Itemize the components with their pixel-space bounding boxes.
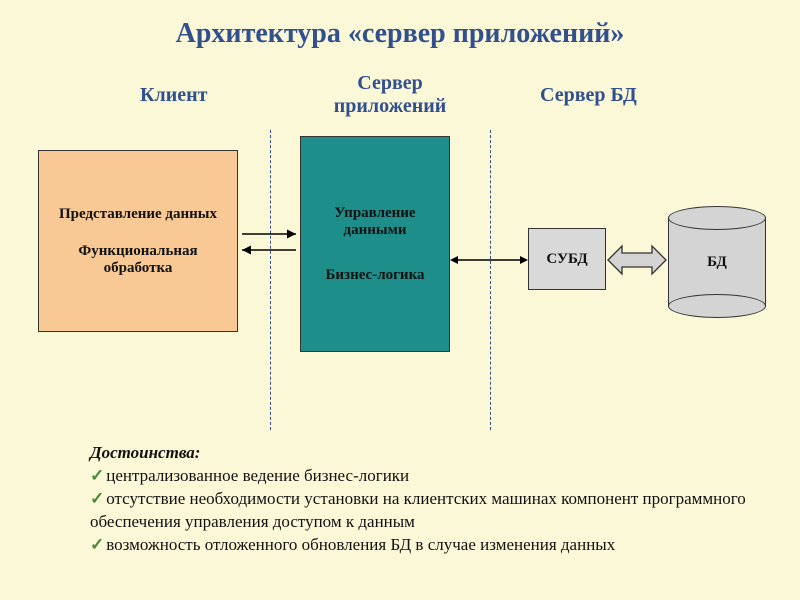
client-box: Представление данных Функциональная обра… bbox=[38, 150, 238, 332]
separator-2 bbox=[490, 130, 491, 430]
arrow-client-appserver bbox=[238, 224, 300, 260]
col-label-appserver: Сервер приложений bbox=[330, 72, 450, 118]
col-label-dbserver: Сервер БД bbox=[540, 84, 637, 107]
check-icon: ✓ bbox=[90, 489, 104, 508]
col-label-appserver-l2: приложений bbox=[330, 95, 450, 118]
advantages-heading: Достоинства: bbox=[90, 442, 760, 465]
client-box-t2: Функциональная обработка bbox=[47, 243, 229, 277]
arrow-appserver-dbms bbox=[450, 250, 528, 270]
check-icon: ✓ bbox=[90, 535, 104, 554]
check-icon: ✓ bbox=[90, 466, 104, 485]
separator-1 bbox=[270, 130, 271, 430]
appserver-box-t2: Бизнес-логика bbox=[325, 267, 424, 284]
appserver-box-t1: Управление данными bbox=[309, 205, 441, 239]
advantage-text-1: централизованное ведение бизнес-логики bbox=[106, 466, 409, 485]
block-arrow-dbms-db bbox=[608, 242, 666, 278]
dbms-box: СУБД bbox=[528, 228, 606, 290]
appserver-box: Управление данными Бизнес-логика bbox=[300, 136, 450, 352]
advantage-item: ✓отсутствие необходимости установки на к… bbox=[90, 488, 760, 534]
col-label-appserver-l1: Сервер bbox=[330, 72, 450, 95]
advantage-text-3: возможность отложенного обновления БД в … bbox=[106, 535, 615, 554]
db-cylinder: БД bbox=[668, 206, 766, 318]
col-label-client: Клиент bbox=[140, 84, 207, 107]
advantage-item: ✓централизованное ведение бизнес-логики bbox=[90, 465, 760, 488]
advantage-item: ✓возможность отложенного обновления БД в… bbox=[90, 534, 760, 557]
db-cylinder-label: БД bbox=[668, 254, 766, 271]
advantage-text-2: отсутствие необходимости установки на кл… bbox=[90, 489, 746, 531]
page-title: Архитектура «сервер приложений» bbox=[0, 0, 800, 50]
client-box-t1: Представление данных bbox=[59, 206, 217, 223]
advantages-block: Достоинства: ✓централизованное ведение б… bbox=[90, 442, 760, 557]
